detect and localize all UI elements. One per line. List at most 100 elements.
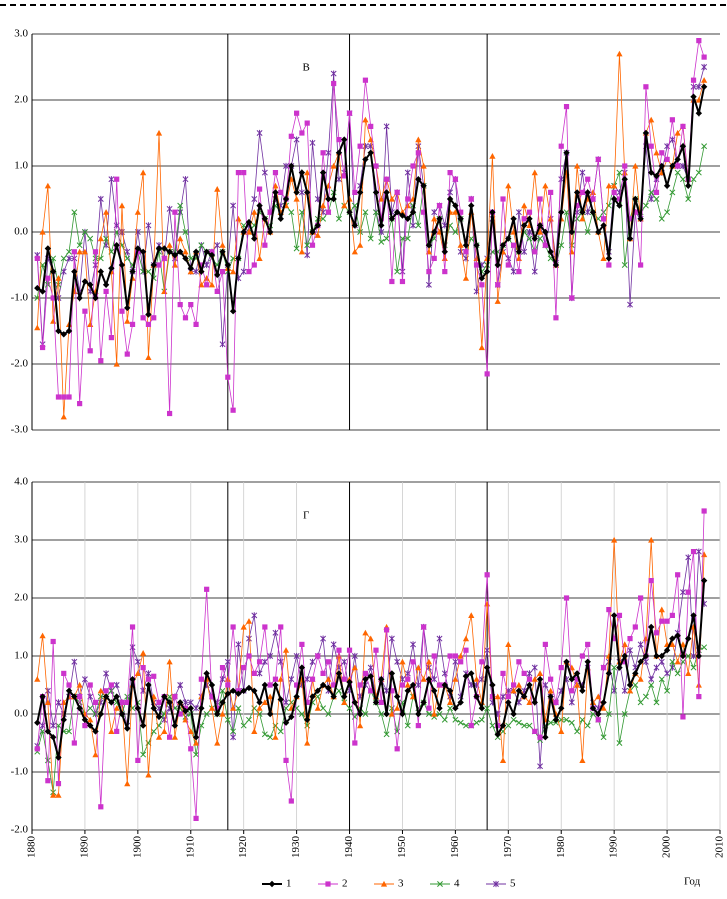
data-point [542,242,548,248]
data-point [653,699,660,706]
data-point [701,508,707,514]
data-point [251,195,258,203]
data-point [34,324,41,331]
data-point [166,699,173,706]
legend-marker [437,881,443,887]
data-point [484,572,490,578]
legend-marker [493,880,499,888]
data-point [478,705,486,712]
data-point [621,711,628,717]
data-point [145,321,152,327]
data-point [595,228,602,236]
data-point [563,209,570,216]
data-point [516,659,522,665]
data-point [648,623,655,631]
data-point [446,195,454,203]
data-point [309,658,316,665]
data-point [98,358,104,364]
data-point [590,196,596,202]
data-point [272,189,279,196]
data-point [50,318,57,324]
data-point [298,209,305,216]
data-point [520,693,528,700]
data-point [39,288,46,295]
data-point [409,209,417,216]
data-point [547,719,554,726]
data-point [309,676,316,682]
legend-label: 1 [286,878,292,890]
data-point [489,722,496,729]
data-point [457,652,464,659]
data-point [520,222,528,229]
data-point [66,255,72,262]
y-tick-label: 1.0 [14,160,28,172]
data-point [103,670,110,677]
data-point [479,282,485,288]
data-point [421,209,427,215]
data-point [113,693,120,700]
data-point [468,196,474,202]
data-point [145,676,152,682]
data-point [50,295,56,301]
data-point [589,209,597,216]
data-point [367,673,374,680]
data-point [235,641,242,648]
panel-label: В [302,62,309,74]
data-point [251,209,258,215]
data-point [341,202,348,209]
data-point [563,149,570,156]
data-point [288,209,295,216]
data-point [87,281,94,288]
series-line [36,66,705,345]
data-point [193,705,200,712]
data-point [177,235,184,242]
data-point [685,182,692,189]
data-point [383,687,390,694]
data-point [510,716,517,723]
data-point [383,710,390,718]
data-point [77,694,83,700]
data-point [229,687,237,694]
data-point [76,242,83,249]
data-point [600,705,607,711]
data-point [230,734,237,741]
data-point [378,238,385,245]
data-point [167,734,173,740]
data-point [532,249,538,255]
data-point [700,83,708,90]
data-point [140,751,147,758]
data-point [574,162,581,169]
data-point [151,315,157,321]
data-point [50,722,57,729]
data-point [193,268,200,275]
data-point [330,693,337,700]
data-point [113,705,120,711]
data-point [505,699,512,706]
data-point [372,189,380,196]
data-point [71,268,78,275]
data-point [626,235,634,242]
data-point [224,690,232,697]
data-point [675,572,681,578]
data-point [426,705,432,711]
data-point [473,262,480,268]
data-point [166,248,173,255]
data-point [87,321,94,327]
data-point [55,754,62,761]
data-point [124,780,131,787]
data-point [113,360,120,367]
data-point [653,149,660,156]
data-point [134,705,142,712]
data-point [701,143,708,150]
data-point [574,728,581,735]
data-point [685,635,692,642]
data-point [658,658,665,665]
data-point [579,169,586,176]
data-point [65,687,73,694]
data-point [214,739,221,746]
data-point [341,136,348,143]
data-point [341,676,347,682]
data-point [124,693,131,700]
data-point [282,647,290,653]
data-point [659,618,665,624]
